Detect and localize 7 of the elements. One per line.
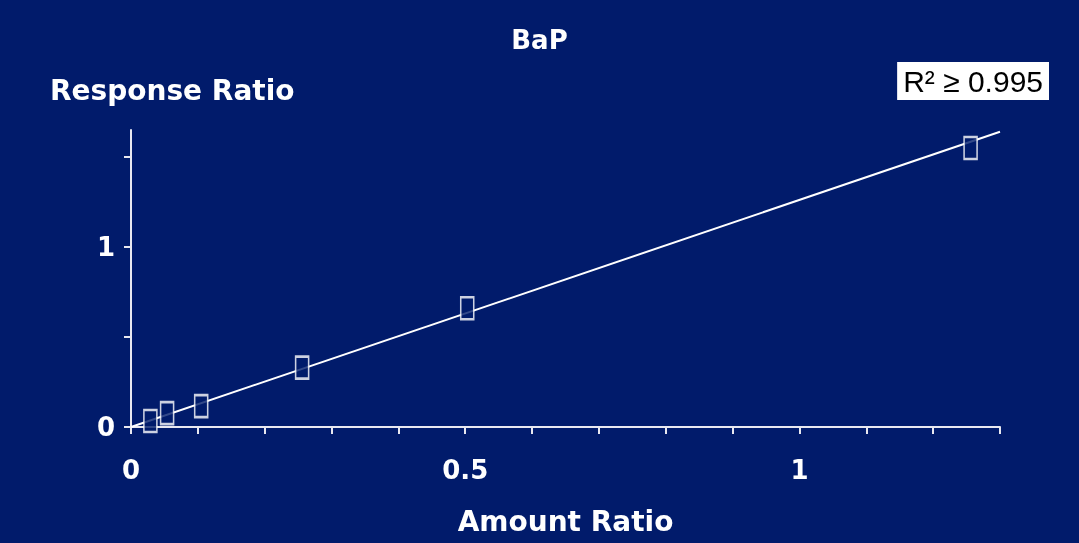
x-axis-title: Amount Ratio	[457, 504, 674, 538]
chart-title: BaP	[511, 25, 568, 55]
y-axis-title: Response Ratio	[50, 73, 295, 107]
x-tick-label: 0	[121, 455, 141, 485]
x-tick-label: 1	[790, 455, 809, 485]
x-tick-label: 0.5	[442, 455, 489, 485]
text: R² ≥ 0.995	[903, 64, 1044, 98]
